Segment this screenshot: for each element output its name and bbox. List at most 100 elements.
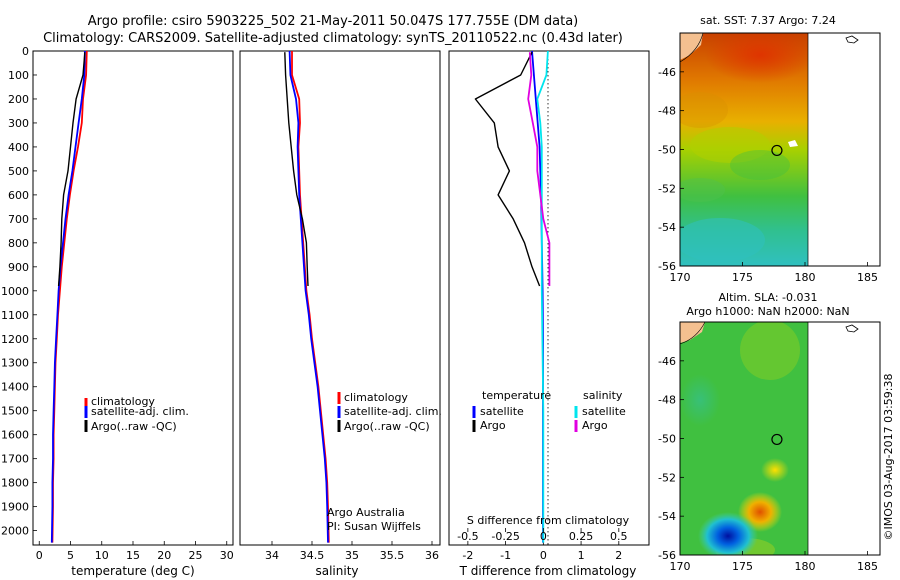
- lon-tick-label: 180: [795, 560, 816, 573]
- y-tick-label: 1300: [1, 357, 29, 370]
- x-tick-label: 34: [265, 549, 279, 562]
- y-tick-label: 1600: [1, 429, 29, 442]
- y-tick-label: 300: [8, 117, 29, 130]
- legend-label-satellite: satellite-adj. clim.: [344, 405, 442, 418]
- y-tick-label: 700: [8, 213, 29, 226]
- x-tick-label: 36: [425, 549, 439, 562]
- lat-tick-label: -48: [658, 394, 676, 407]
- salinity-legend: climatology satellite-adj. clim. Argo(..…: [337, 391, 442, 433]
- lat-tick-label: -48: [658, 105, 676, 118]
- figure-title-line1: Argo profile: csiro 5903225_502 21-May-2…: [88, 14, 579, 29]
- x-tick-label: -2: [462, 549, 473, 562]
- y-tick-label: 1800: [1, 477, 29, 490]
- y-tick-label: 1500: [1, 405, 29, 418]
- island-outline: [845, 324, 859, 333]
- argo-position-marker: [771, 144, 783, 157]
- temperature-panel: 0100200300400500600700800900100011001200…: [1, 45, 234, 578]
- legend-header-salinity: salinity: [583, 389, 623, 402]
- y-tick-label: 900: [8, 261, 29, 274]
- lon-tick-label: 170: [670, 271, 691, 284]
- y-tick-label: 1900: [1, 501, 29, 514]
- sla-map-title: Altim. SLA: -0.031: [718, 291, 817, 304]
- y-tick-label: 1700: [1, 453, 29, 466]
- x2-tick-label: 0.25: [569, 530, 594, 543]
- series-line-satellite-adj-clim: [288, 50, 329, 543]
- y-tick-label: 100: [8, 69, 29, 82]
- lat-tick-label: -54: [658, 510, 676, 523]
- legend-label-climatology: climatology: [91, 395, 155, 408]
- x2-tick-label: -0.5: [457, 530, 478, 543]
- temperature-legend: climatology satellite-adj. clim. Argo(..…: [84, 395, 189, 433]
- lon-tick-label: 175: [732, 560, 753, 573]
- sla-map-subtitle: Argo h1000: NaN h2000: NaN: [686, 305, 849, 318]
- x2-tick-label: -0.25: [491, 530, 519, 543]
- series-line-argo-raw-qc: [284, 52, 309, 287]
- sst-map-panel: sat. SST: 7.37 Argo: 7.24 170 175 180 185 -4…: [658, 14, 881, 284]
- lat-tick-label: -52: [658, 182, 676, 195]
- legend-label-argo: Argo(..raw -QC): [91, 420, 177, 433]
- legend-label-argo: Argo(..raw -QC): [344, 420, 430, 433]
- y-tick-label: 2000: [1, 525, 29, 538]
- legend-label-climatology: climatology: [344, 391, 408, 404]
- difference-xlabel-temperature: T difference from climatology: [459, 564, 637, 578]
- lon-tick-label: 170: [670, 560, 691, 573]
- y-tick-label: 600: [8, 189, 29, 202]
- x-tick-label: 30: [220, 549, 234, 562]
- lat-tick-label: -54: [658, 221, 676, 234]
- timestamp: ©IMOS 03-Aug-2017 03:59:38: [882, 374, 895, 541]
- y-tick-label: 400: [8, 141, 29, 154]
- difference-axes-box: [448, 50, 650, 546]
- salinity-panel: 34 34.5 35 35.5 36 climatology satellite-adj…: [239, 50, 442, 578]
- sst-map-title: sat. SST: 7.37 Argo: 7.24: [700, 14, 836, 27]
- x-tick-label: 2: [615, 549, 622, 562]
- lat-tick-label: -50: [658, 144, 676, 157]
- lat-tick-label: -46: [658, 355, 676, 368]
- lon-tick-label: 180: [795, 271, 816, 284]
- difference-legend: temperature salinity satellite Argo sate…: [472, 389, 626, 432]
- legend-label-s-satellite: satellite: [582, 405, 626, 418]
- y-tick-label: 1000: [1, 285, 29, 298]
- legend-label-s-argo: Argo: [582, 419, 608, 432]
- difference-xlabel-salinity: S difference from climatology: [467, 514, 630, 527]
- figure-title-line2: Climatology: CARS2009. Satellite-adjuste…: [43, 31, 623, 46]
- lon-tick-label: 185: [857, 271, 878, 284]
- series-line-satellite-adj-clim: [50, 50, 86, 543]
- sla-field: [680, 322, 808, 555]
- x-tick-label: 20: [157, 549, 171, 562]
- salinity-annotation-pi: PI: Susan Wijffels: [327, 520, 421, 533]
- x-tick-label: 1: [578, 549, 585, 562]
- legend-label-t-argo: Argo: [480, 419, 506, 432]
- series-line-salinity-satellite: [536, 50, 549, 543]
- x-tick-label: 0: [36, 549, 43, 562]
- lat-tick-label: -46: [658, 66, 676, 79]
- series-line-temperature-argo: [474, 51, 541, 287]
- x-tick-label: -1: [500, 549, 511, 562]
- y-tick-label: 500: [8, 165, 29, 178]
- y-tick-label: 1200: [1, 333, 29, 346]
- legend-header-temperature: temperature: [482, 389, 551, 402]
- difference-panel: -2 -1 0 1 2 temperature salinity satellite A…: [448, 50, 650, 578]
- lon-tick-label: 185: [857, 560, 878, 573]
- temperature-xlabel: temperature (deg C): [71, 564, 194, 578]
- lat-tick-label: -56: [658, 260, 676, 273]
- x-tick-label: 0: [540, 549, 547, 562]
- y-tick-label: 1100: [1, 309, 29, 322]
- salinity-axes-box: [239, 50, 441, 546]
- lat-tick-label: -56: [658, 549, 676, 562]
- lon-tick-label: 175: [732, 271, 753, 284]
- sst-field: [680, 33, 808, 266]
- y-tick-label: 200: [8, 93, 29, 106]
- x-tick-label: 25: [189, 549, 203, 562]
- temperature-axes-box: [32, 50, 234, 546]
- y-tick-label: 0: [22, 45, 29, 58]
- salinity-xlabel: salinity: [315, 564, 358, 578]
- x-tick-label: 10: [95, 549, 109, 562]
- legend-label-satellite: satellite-adj. clim.: [91, 405, 189, 418]
- series-line-argo-raw-qc: [57, 52, 86, 287]
- y-tick-label: 800: [8, 237, 29, 250]
- x2-tick-label: 0.5: [610, 530, 628, 543]
- x-tick-label: 15: [126, 549, 140, 562]
- y-tick-label: 1400: [1, 381, 29, 394]
- salinity-annotation-institution: Argo Australia: [327, 506, 405, 519]
